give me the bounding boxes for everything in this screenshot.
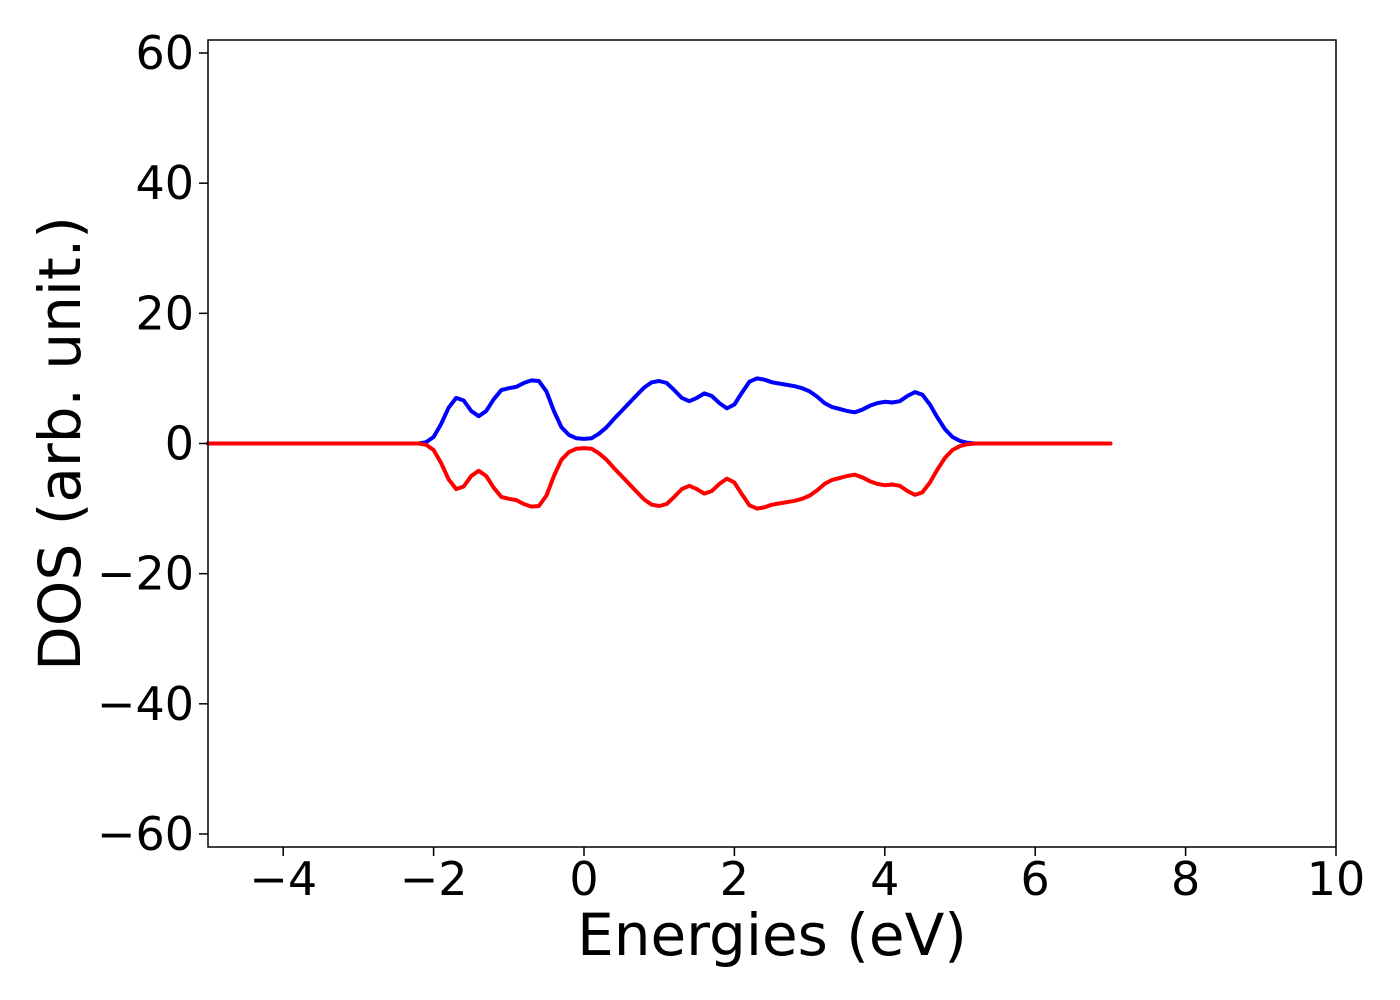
y-tick-label: −20: [97, 547, 194, 601]
y-tick-label: 40: [135, 156, 194, 210]
y-tick-label: −40: [97, 677, 194, 731]
y-tick-label: −60: [97, 807, 194, 861]
x-tick-label: 0: [569, 852, 598, 906]
x-tick-label: −4: [249, 852, 317, 906]
y-tick-label: 20: [135, 286, 194, 340]
x-axis: −4 −2 0 2 4 6 8 10: [249, 847, 1365, 906]
series-layer: [206, 376, 1113, 511]
x-tick-label: 10: [1307, 852, 1366, 906]
y-tick-label: 60: [135, 26, 194, 80]
x-tick-label: 4: [870, 852, 899, 906]
series-line-2: [206, 441, 1113, 511]
series-line-1: [206, 376, 1113, 446]
x-axis-title: Energies (eV): [577, 901, 967, 969]
x-tick-label: 2: [720, 852, 749, 906]
x-tick-label: 8: [1171, 852, 1200, 906]
y-axis: −60 −40 −20 0 20 40 60: [97, 26, 208, 861]
y-tick-label: 0: [165, 417, 194, 471]
y-axis-title: DOS (arb. unit.): [26, 216, 94, 671]
x-tick-label: −2: [400, 852, 468, 906]
x-tick-label: 6: [1021, 852, 1050, 906]
